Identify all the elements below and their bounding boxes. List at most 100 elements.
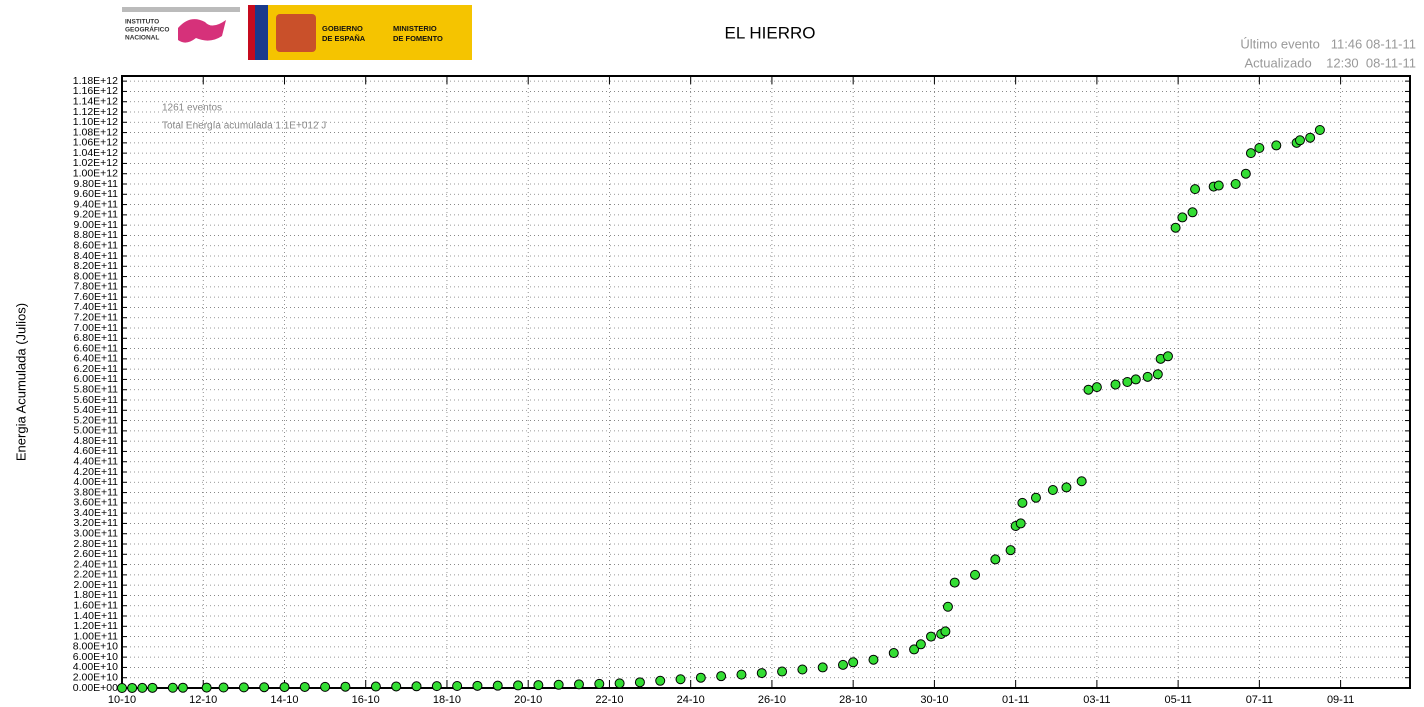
y-tick-label: 7.40E+11: [74, 301, 119, 313]
data-point: [1142, 371, 1153, 382]
data-point: [1213, 180, 1224, 191]
x-tick-label: 24-10: [677, 694, 705, 706]
y-tick-label: 1.20E+11: [74, 620, 119, 632]
data-point: [259, 682, 270, 693]
y-tick-label: 7.00E+11: [74, 322, 119, 334]
x-tick-label: 16-10: [352, 694, 380, 706]
data-point: [431, 681, 442, 692]
y-tick-label: 1.18E+12: [73, 75, 118, 87]
data-point: [1130, 374, 1141, 385]
y-tick-label: 8.00E+10: [73, 641, 118, 653]
y-tick-label: 3.40E+11: [74, 507, 119, 519]
data-point: [1015, 518, 1026, 529]
data-point: [320, 681, 331, 692]
data-point: [1030, 492, 1041, 503]
data-point: [736, 669, 747, 680]
y-tick-label: 2.00E+11: [74, 579, 119, 591]
data-point: [238, 682, 249, 693]
y-tick-label: 6.20E+11: [74, 363, 119, 375]
y-tick-label: 5.40E+11: [74, 404, 119, 416]
data-point: [218, 682, 229, 693]
data-point: [1254, 143, 1265, 153]
y-tick-label: 4.00E+11: [74, 476, 119, 488]
logo-text: GEOGRÁFICO: [125, 25, 169, 34]
y-tick-label: 8.80E+11: [74, 229, 119, 241]
logo-text: INSTITUTO: [125, 19, 159, 26]
x-tick-label: 14-10: [270, 694, 298, 706]
data-point: [1091, 382, 1102, 393]
y-tick-label: 1.16E+12: [73, 85, 118, 97]
data-point: [777, 666, 788, 677]
logo-stripe: [248, 5, 255, 60]
data-point: [472, 680, 483, 691]
y-tick-label: 6.00E+11: [74, 373, 119, 385]
updated: Actualizado 12:30 08-11-11: [1244, 55, 1416, 70]
data-point: [675, 674, 686, 685]
y-tick-label: 1.02E+12: [73, 157, 118, 169]
data-point: [594, 678, 605, 689]
x-tick-label: 01-11: [1002, 694, 1029, 706]
data-point: [370, 681, 381, 692]
y-tick-label: 4.00E+10: [73, 661, 118, 673]
logo-crest: [276, 14, 316, 52]
y-tick-label: 7.20E+11: [74, 311, 119, 323]
data-point: [1170, 222, 1181, 233]
data-point: [1110, 379, 1121, 390]
data-point: [1047, 485, 1058, 495]
data-point: [1240, 168, 1251, 179]
data-point: [838, 659, 849, 670]
data-point: [573, 679, 584, 690]
x-tick-label: 20-10: [514, 694, 542, 706]
data-point: [716, 671, 727, 682]
data-point: [533, 680, 544, 691]
y-tick-label: 5.20E+11: [74, 414, 119, 426]
y-tick-label: 1.60E+11: [74, 599, 119, 611]
y-tick-label: 1.14E+12: [73, 95, 118, 107]
data-point: [299, 681, 310, 692]
data-point: [909, 644, 920, 655]
annotation: 1261 eventos: [162, 103, 222, 114]
y-tick-label: 9.80E+11: [74, 178, 119, 190]
data-point: [1076, 476, 1087, 487]
data-point: [1245, 148, 1256, 159]
y-tick-label: 8.60E+11: [74, 239, 119, 251]
data-point: [949, 577, 960, 588]
data-point: [1177, 212, 1188, 223]
y-tick-label: 5.00E+11: [74, 425, 119, 437]
y-tick-label: 1.04E+12: [73, 147, 118, 159]
data-point: [411, 681, 422, 692]
data-point: [1152, 369, 1163, 380]
y-tick-label: 4.40E+11: [74, 455, 119, 467]
data-point: [137, 682, 148, 693]
plot-area: 0.00E+002.00E+104.00E+106.00E+108.00E+10…: [73, 75, 1411, 706]
y-tick-label: 2.60E+11: [74, 548, 119, 560]
data-point: [1122, 377, 1133, 387]
chart-title: EL HIERRO: [724, 23, 815, 42]
y-tick-label: 9.20E+11: [74, 209, 119, 221]
y-axis-label: Energia Acumulada (Julios): [13, 303, 28, 461]
y-tick-label: 4.80E+11: [74, 435, 119, 447]
data-point: [1305, 132, 1316, 143]
y-tick-label: 8.40E+11: [74, 250, 119, 262]
data-point: [655, 675, 666, 686]
logo-bar: [122, 7, 240, 12]
x-tick-label: 12-10: [189, 694, 217, 706]
x-tick-label: 18-10: [433, 694, 461, 706]
y-tick-label: 5.80E+11: [74, 383, 119, 395]
y-tick-label: 1.40E+11: [74, 610, 119, 622]
logo-shape: [178, 19, 226, 43]
y-tick-label: 7.80E+11: [74, 281, 119, 293]
data-point: [1162, 351, 1173, 362]
logo-text: NACIONAL: [125, 35, 159, 42]
data-point: [817, 662, 828, 673]
y-tick-label: 3.00E+11: [74, 527, 119, 539]
data-point: [888, 648, 899, 659]
data-point: [553, 679, 564, 690]
data-point: [492, 680, 503, 691]
plot-frame: [121, 75, 1411, 689]
y-tick-label: 6.40E+11: [74, 353, 119, 365]
x-tick-label: 26-10: [758, 694, 786, 706]
data-point: [1017, 497, 1028, 508]
data-point: [797, 664, 808, 675]
